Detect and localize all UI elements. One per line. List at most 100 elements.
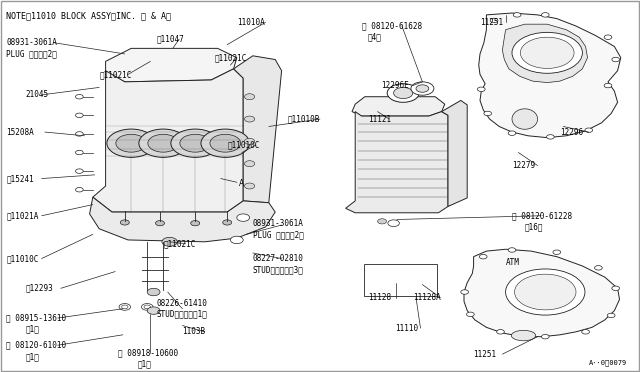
Circle shape bbox=[244, 94, 255, 100]
Text: （1）: （1） bbox=[26, 325, 40, 334]
Circle shape bbox=[508, 131, 516, 135]
Circle shape bbox=[147, 288, 160, 296]
Text: 12296E: 12296E bbox=[381, 81, 408, 90]
Circle shape bbox=[547, 135, 554, 139]
Circle shape bbox=[477, 87, 485, 92]
Circle shape bbox=[237, 214, 250, 221]
Text: Ⓑ 08120-61228: Ⓑ 08120-61228 bbox=[512, 211, 572, 220]
Circle shape bbox=[148, 134, 179, 152]
Circle shape bbox=[394, 87, 413, 99]
Text: ※11021C: ※11021C bbox=[99, 70, 132, 79]
Circle shape bbox=[604, 35, 612, 39]
Polygon shape bbox=[502, 24, 588, 83]
Text: 11128A: 11128A bbox=[413, 293, 440, 302]
Circle shape bbox=[210, 134, 241, 152]
Circle shape bbox=[171, 129, 220, 157]
Circle shape bbox=[553, 250, 561, 254]
Circle shape bbox=[244, 183, 255, 189]
Circle shape bbox=[147, 307, 160, 314]
Circle shape bbox=[513, 13, 521, 17]
Text: Ⓑ 08120-61010: Ⓑ 08120-61010 bbox=[6, 341, 67, 350]
Circle shape bbox=[585, 128, 593, 132]
Circle shape bbox=[119, 304, 131, 310]
Text: PLUG プラグ（2）: PLUG プラグ（2） bbox=[6, 49, 57, 58]
Text: 11110: 11110 bbox=[396, 324, 419, 333]
Circle shape bbox=[107, 129, 156, 157]
Circle shape bbox=[607, 313, 615, 318]
Circle shape bbox=[461, 290, 468, 294]
Text: PLUG プラグ（2）: PLUG プラグ（2） bbox=[253, 230, 303, 239]
Circle shape bbox=[541, 334, 549, 339]
Polygon shape bbox=[442, 100, 467, 206]
Circle shape bbox=[484, 111, 492, 116]
Circle shape bbox=[595, 266, 602, 270]
Text: 21045: 21045 bbox=[26, 90, 49, 99]
Text: ※11021A: ※11021A bbox=[6, 211, 39, 220]
Text: ATM: ATM bbox=[506, 258, 520, 267]
Circle shape bbox=[378, 219, 387, 224]
Circle shape bbox=[180, 134, 211, 152]
Bar bbox=[364, 264, 437, 296]
Circle shape bbox=[76, 94, 83, 99]
Circle shape bbox=[201, 129, 250, 157]
Text: 08226-61410: 08226-61410 bbox=[157, 299, 207, 308]
Text: ※11010B: ※11010B bbox=[288, 115, 321, 124]
Circle shape bbox=[490, 18, 498, 23]
Circle shape bbox=[515, 274, 576, 310]
Circle shape bbox=[76, 169, 83, 173]
Text: STUDスタッド（3）: STUDスタッド（3） bbox=[253, 265, 303, 274]
Text: 08931-3061A: 08931-3061A bbox=[6, 38, 57, 47]
Circle shape bbox=[76, 150, 83, 155]
Circle shape bbox=[612, 57, 620, 62]
Polygon shape bbox=[234, 56, 282, 203]
Text: 08931-3061A: 08931-3061A bbox=[253, 219, 303, 228]
Circle shape bbox=[512, 32, 582, 73]
Ellipse shape bbox=[512, 109, 538, 129]
Text: （1）: （1） bbox=[138, 359, 152, 368]
Circle shape bbox=[541, 13, 549, 17]
Polygon shape bbox=[479, 13, 621, 138]
Text: 1103B: 1103B bbox=[182, 327, 205, 336]
Circle shape bbox=[479, 254, 487, 259]
Circle shape bbox=[122, 305, 128, 309]
Circle shape bbox=[582, 330, 589, 334]
Circle shape bbox=[230, 236, 243, 244]
Text: ※11021C: ※11021C bbox=[163, 239, 196, 248]
Text: ※11047: ※11047 bbox=[157, 35, 184, 44]
Circle shape bbox=[244, 116, 255, 122]
Circle shape bbox=[244, 138, 255, 144]
Circle shape bbox=[223, 220, 232, 225]
Text: （16）: （16） bbox=[525, 222, 543, 231]
Text: ⓘ 08915-13610: ⓘ 08915-13610 bbox=[6, 314, 67, 323]
Circle shape bbox=[520, 37, 574, 68]
Circle shape bbox=[144, 305, 150, 309]
Circle shape bbox=[120, 220, 129, 225]
Text: ※11021C: ※11021C bbox=[214, 53, 247, 62]
Text: Ⓑ 08120-61628: Ⓑ 08120-61628 bbox=[362, 22, 422, 31]
Text: 11121: 11121 bbox=[368, 115, 391, 124]
Polygon shape bbox=[106, 48, 237, 82]
Ellipse shape bbox=[511, 330, 536, 341]
Text: 12296: 12296 bbox=[560, 128, 583, 137]
Text: NOTE；11010 BLOCK ASSY（INC. ※ & A）: NOTE；11010 BLOCK ASSY（INC. ※ & A） bbox=[6, 11, 172, 20]
Circle shape bbox=[508, 248, 516, 252]
Text: ※11010C: ※11010C bbox=[6, 254, 39, 263]
Polygon shape bbox=[352, 97, 445, 116]
Text: 11251: 11251 bbox=[474, 350, 497, 359]
Text: 11251: 11251 bbox=[480, 18, 503, 27]
Text: （4）: （4） bbox=[368, 33, 382, 42]
Text: STUDスタッド（1）: STUDスタッド（1） bbox=[157, 310, 207, 319]
Circle shape bbox=[156, 221, 164, 226]
Text: ※11010C: ※11010C bbox=[227, 141, 260, 150]
Polygon shape bbox=[464, 249, 620, 337]
Circle shape bbox=[497, 330, 504, 334]
Circle shape bbox=[388, 220, 399, 227]
Circle shape bbox=[141, 304, 153, 310]
Text: A··0）0079: A··0）0079 bbox=[589, 359, 627, 366]
Circle shape bbox=[76, 113, 83, 118]
Circle shape bbox=[387, 84, 419, 102]
Circle shape bbox=[191, 221, 200, 226]
Circle shape bbox=[162, 237, 177, 246]
Circle shape bbox=[139, 129, 188, 157]
Circle shape bbox=[416, 85, 429, 92]
